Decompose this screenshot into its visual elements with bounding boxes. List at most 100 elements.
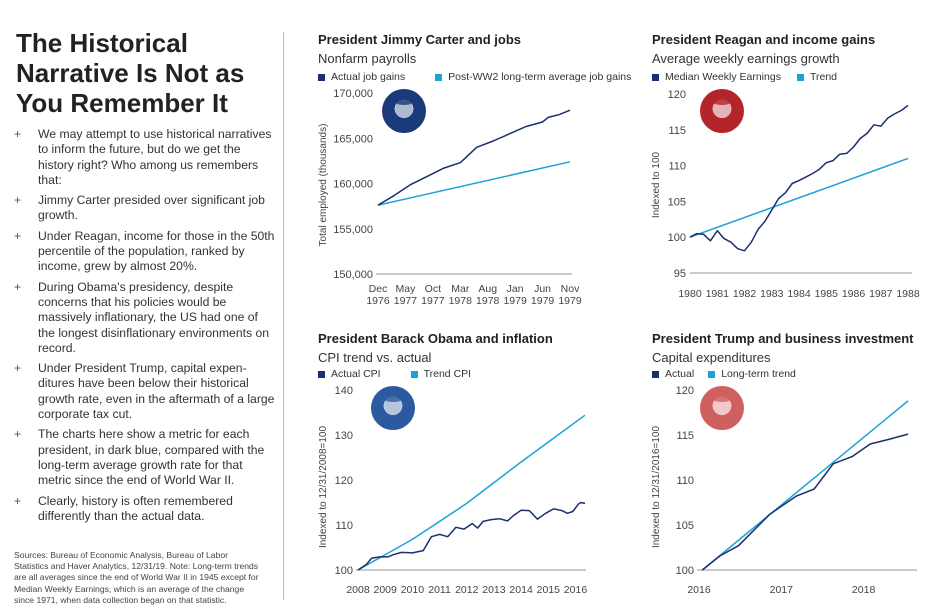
y-tick-label: 160,000: [333, 179, 373, 191]
x-tick-label: 1984: [787, 288, 811, 300]
bullet-item: + Under President Trump, capital expen-di…: [14, 361, 276, 422]
y-tick-label: 105: [676, 520, 694, 532]
chart-subtitle: Capital expenditures: [652, 350, 771, 365]
legend-label: Post-WW2 long-term average job gains: [448, 71, 632, 83]
y-tick-label: 110: [668, 161, 686, 173]
x-tick-label: 2015: [537, 584, 561, 596]
chart-legend: Actual CPI Trend CPI: [318, 368, 471, 380]
chart-legend: Actual Long-term trend: [652, 368, 796, 380]
y-axis-title: Total employed (thousands): [318, 124, 329, 247]
y-tick-label: 100: [676, 565, 694, 577]
column-divider: [283, 32, 284, 600]
x-tick-label: 1977: [394, 295, 418, 307]
x-tick-label: 2009: [374, 584, 398, 596]
trend-series-line: [377, 161, 571, 206]
y-tick-label: 100: [335, 565, 353, 577]
x-tick-label: 1981: [706, 288, 730, 300]
y-axis-title: Indexed to 12/31/2016=100: [651, 426, 662, 548]
x-tick-label: 1985: [815, 288, 839, 300]
x-tick-label: Dec: [369, 283, 388, 295]
legend-item: Actual job gains: [318, 71, 405, 83]
x-tick-label: 2011: [428, 584, 451, 596]
bullet-text: Under Reagan, income for those in the 50…: [38, 228, 275, 274]
bullet-text: Under President Trump, capital expen-dit…: [38, 361, 275, 422]
chart-title: President Jimmy Carter and jobs: [318, 32, 522, 47]
y-tick-label: 110: [676, 475, 694, 487]
bullet-text: We may attempt to use historical narrati…: [38, 127, 272, 187]
x-tick-label: 1979: [558, 295, 582, 307]
legend-swatch: [435, 73, 443, 81]
page-headline: The Historical Narrative Is Not as You R…: [16, 28, 245, 118]
legend-item: Median Weekly Earnings: [652, 71, 781, 83]
x-tick-label: Mar: [451, 283, 470, 295]
legend-label: Actual: [665, 368, 695, 380]
x-tick-label: 2017: [770, 584, 794, 596]
legend-swatch: [318, 370, 325, 378]
x-tick-label: 1983: [760, 288, 784, 300]
legend-swatch: [796, 73, 804, 81]
plus-icon: +: [14, 193, 22, 208]
bullet-text: The charts here show a metric for each p…: [38, 427, 265, 488]
y-tick-label: 165,000: [333, 133, 373, 145]
x-tick-label: Nov: [561, 283, 580, 295]
x-tick-label: 1988: [896, 288, 920, 300]
y-tick-label: 140: [335, 385, 353, 397]
y-tick-label: 155,000: [333, 224, 373, 236]
y-tick-label: 120: [335, 475, 353, 487]
x-tick-label: May: [396, 283, 417, 295]
y-tick-label: 115: [676, 430, 694, 442]
actual-series-line: [377, 109, 571, 206]
legend-item: Long-term trend: [708, 368, 796, 380]
legend-swatch: [410, 370, 418, 378]
y-tick-label: 170,000: [333, 88, 373, 100]
legend-item: Trend CPI: [410, 368, 472, 380]
legend-label: Median Weekly Earnings: [665, 71, 781, 83]
actual-series-line: [701, 433, 909, 571]
y-tick-label: 120: [676, 385, 694, 397]
legend-item: Post-WW2 long-term average job gains: [435, 71, 631, 83]
y-tick-label: 115: [668, 125, 686, 137]
bullet-text: Clearly, history is often remembered dif…: [38, 493, 233, 523]
x-tick-label: 2016: [687, 584, 711, 596]
trend-series-line: [701, 400, 909, 571]
y-tick-label: 100: [668, 232, 686, 244]
chart-title: President Trump and business investment: [652, 331, 914, 346]
x-tick-label: 1976: [366, 295, 390, 307]
y-axis-title: Indexed to 12/31/2008=100: [318, 426, 329, 548]
legend-item: Actual CPI: [318, 368, 381, 380]
y-tick-label: 95: [674, 268, 686, 280]
trend-series-line: [689, 157, 909, 238]
bullet-text: Jimmy Carter presided over significant j…: [38, 193, 265, 223]
chart-subtitle: Nonfarm payrolls: [318, 51, 417, 66]
plus-icon: +: [14, 279, 22, 294]
bullet-list: + We may attempt to use historical narrat…: [14, 127, 276, 529]
x-tick-label: 1986: [842, 288, 866, 300]
legend-label: Trend: [809, 71, 837, 83]
bullet-item: + We may attempt to use historical narrat…: [14, 127, 276, 188]
x-tick-label: 1979: [531, 295, 555, 307]
y-tick-label: 120: [668, 89, 686, 101]
chart-subtitle: Average weekly earnings growth: [652, 51, 840, 66]
bullet-item: + Jimmy Carter presided over significant …: [14, 193, 276, 224]
chart-legend: Actual job gains Post-WW2 long-term avera…: [318, 71, 631, 83]
y-tick-label: 110: [335, 520, 353, 532]
legend-label: Trend CPI: [423, 368, 472, 380]
legend-label: Long-term trend: [721, 368, 796, 380]
x-tick-label: Aug: [478, 283, 497, 295]
donald-trump-portrait: [700, 386, 744, 430]
sources-note: Sources: Bureau of Economic Analysis, Bu…: [14, 550, 259, 605]
jimmy-carter-portrait: [382, 89, 426, 133]
legend-label: Actual CPI: [331, 368, 381, 380]
y-tick-label: 150,000: [333, 269, 373, 281]
ronald-reagan-portrait: [700, 89, 744, 133]
chart-title: President Barack Obama and inflation: [318, 331, 553, 346]
x-tick-label: 1979: [503, 295, 527, 307]
x-tick-label: 2012: [455, 584, 479, 596]
legend-label: Actual job gains: [331, 71, 406, 83]
x-tick-label: 2016: [564, 584, 588, 596]
legend-swatch: [652, 73, 659, 81]
actual-series-line: [689, 104, 909, 252]
